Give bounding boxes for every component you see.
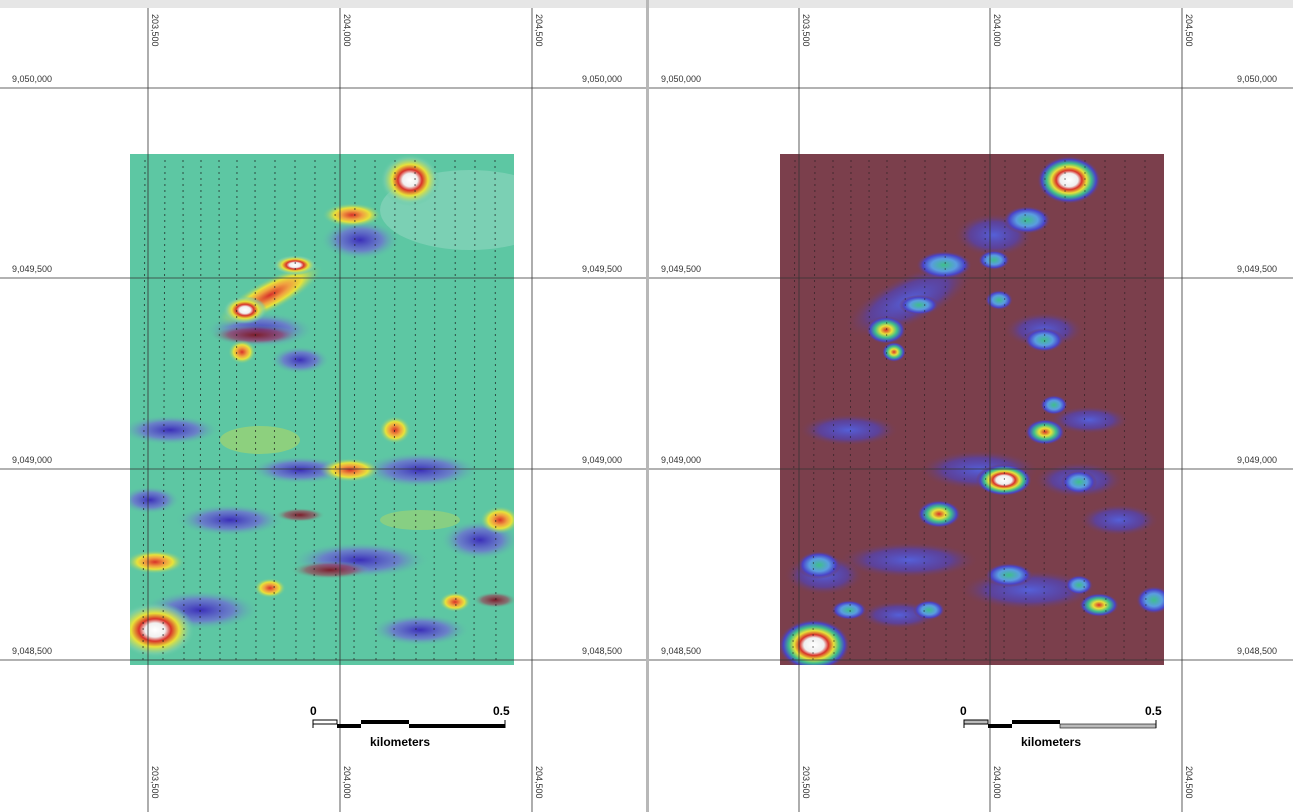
panel-top-edge bbox=[649, 0, 1293, 8]
scale-unit-label: kilometers bbox=[1021, 735, 1081, 749]
x-label-bottom-0: 203,500 bbox=[150, 766, 160, 799]
panel-divider bbox=[646, 0, 649, 812]
x-label-top-0: 203,500 bbox=[801, 14, 811, 47]
y-label-right-0: 9,050,000 bbox=[582, 74, 622, 84]
y-label-left-3: 9,048,500 bbox=[12, 646, 52, 656]
grid-right bbox=[649, 8, 1293, 812]
x-label-bottom-1: 204,000 bbox=[342, 766, 352, 799]
y-label-right-0: 9,050,000 bbox=[1237, 74, 1277, 84]
map-svg-right: 9,050,000 9,050,000 9,049,500 9,049,500 … bbox=[649, 8, 1293, 812]
anomaly-raster-left bbox=[130, 154, 514, 665]
panel-top-edge bbox=[0, 0, 647, 8]
y-label-left-0: 9,050,000 bbox=[661, 74, 701, 84]
scale-start-label: 0 bbox=[310, 704, 317, 718]
y-label-left-3: 9,048,500 bbox=[661, 646, 701, 656]
x-label-top-2: 204,500 bbox=[1184, 14, 1194, 47]
x-label-top-1: 204,000 bbox=[992, 14, 1002, 47]
scale-bar-left: 0 0.5 kilometers bbox=[310, 704, 510, 749]
map-panel-left: 9,050,000 9,050,000 9,049,500 9,049,500 … bbox=[0, 0, 647, 812]
x-label-top-0: 203,500 bbox=[150, 14, 160, 47]
x-label-bottom-2: 204,500 bbox=[1184, 766, 1194, 799]
map-panel-right: 9,050,000 9,050,000 9,049,500 9,049,500 … bbox=[649, 0, 1293, 812]
y-label-right-1: 9,049,500 bbox=[582, 264, 622, 274]
scale-end-label: 0.5 bbox=[493, 704, 510, 718]
y-label-right-3: 9,048,500 bbox=[582, 646, 622, 656]
y-label-left-2: 9,049,000 bbox=[661, 455, 701, 465]
scale-bar-right: 0 0.5 kilometers bbox=[960, 704, 1162, 749]
x-label-top-2: 204,500 bbox=[534, 14, 544, 47]
grid-left bbox=[0, 8, 647, 812]
y-label-right-2: 9,049,000 bbox=[582, 455, 622, 465]
x-label-bottom-1: 204,000 bbox=[992, 766, 1002, 799]
anomaly-raster-right bbox=[780, 154, 1164, 665]
y-label-left-1: 9,049,500 bbox=[12, 264, 52, 274]
y-label-left-2: 9,049,000 bbox=[12, 455, 52, 465]
scale-start-label: 0 bbox=[960, 704, 967, 718]
y-label-right-1: 9,049,500 bbox=[1237, 264, 1277, 274]
y-label-left-0: 9,050,000 bbox=[12, 74, 52, 84]
x-label-bottom-2: 204,500 bbox=[534, 766, 544, 799]
y-label-right-3: 9,048,500 bbox=[1237, 646, 1277, 656]
scale-end-label: 0.5 bbox=[1145, 704, 1162, 718]
x-label-top-1: 204,000 bbox=[342, 14, 352, 47]
y-label-left-1: 9,049,500 bbox=[661, 264, 701, 274]
map-svg-left: 9,050,000 9,050,000 9,049,500 9,049,500 … bbox=[0, 8, 647, 812]
y-label-right-2: 9,049,000 bbox=[1237, 455, 1277, 465]
scale-unit-label: kilometers bbox=[370, 735, 430, 749]
x-label-bottom-0: 203,500 bbox=[801, 766, 811, 799]
